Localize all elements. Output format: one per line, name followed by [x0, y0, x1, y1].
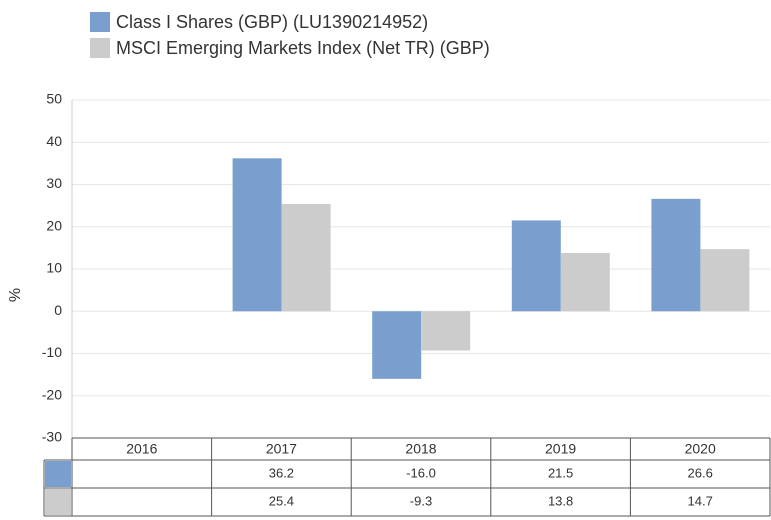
- y-tick-label: -30: [42, 429, 62, 445]
- y-tick-label: 50: [46, 91, 62, 107]
- y-tick-label: -10: [42, 344, 62, 360]
- x-tick-label: 2020: [685, 441, 716, 457]
- y-tick-label: -20: [42, 386, 62, 402]
- table-value: 21.5: [548, 465, 573, 480]
- x-tick-label: 2018: [405, 441, 436, 457]
- bar: [511, 220, 561, 312]
- y-axis-label: %: [7, 288, 24, 302]
- bar: [372, 311, 422, 379]
- bar: [421, 311, 471, 351]
- y-tick-label: 20: [46, 217, 62, 233]
- table-swatch: [45, 461, 71, 487]
- table-value: 14.7: [688, 493, 713, 508]
- table-value: 13.8: [548, 493, 573, 508]
- y-tick-label: 0: [54, 302, 62, 318]
- bar: [651, 198, 701, 312]
- bar: [560, 252, 610, 312]
- x-tick-label: 2016: [126, 441, 157, 457]
- table-swatch: [45, 489, 71, 515]
- y-tick-label: 10: [46, 260, 62, 276]
- bar: [281, 203, 331, 312]
- legend-swatch: [90, 12, 110, 32]
- table-value: -16.0: [406, 465, 436, 480]
- legend-swatch: [90, 38, 110, 58]
- x-tick-label: 2017: [266, 441, 297, 457]
- table-value: 25.4: [269, 493, 294, 508]
- legend-label: Class I Shares (GBP) (LU1390214952): [116, 12, 428, 32]
- y-tick-label: 30: [46, 175, 62, 191]
- bar: [232, 158, 282, 312]
- table-value: -9.3: [410, 493, 432, 508]
- table-value: 36.2: [269, 465, 294, 480]
- bar: [700, 249, 750, 312]
- table-value: 26.6: [688, 465, 713, 480]
- legend-label: MSCI Emerging Markets Index (Net TR) (GB…: [116, 38, 490, 58]
- y-tick-label: 40: [46, 133, 62, 149]
- x-tick-label: 2019: [545, 441, 576, 457]
